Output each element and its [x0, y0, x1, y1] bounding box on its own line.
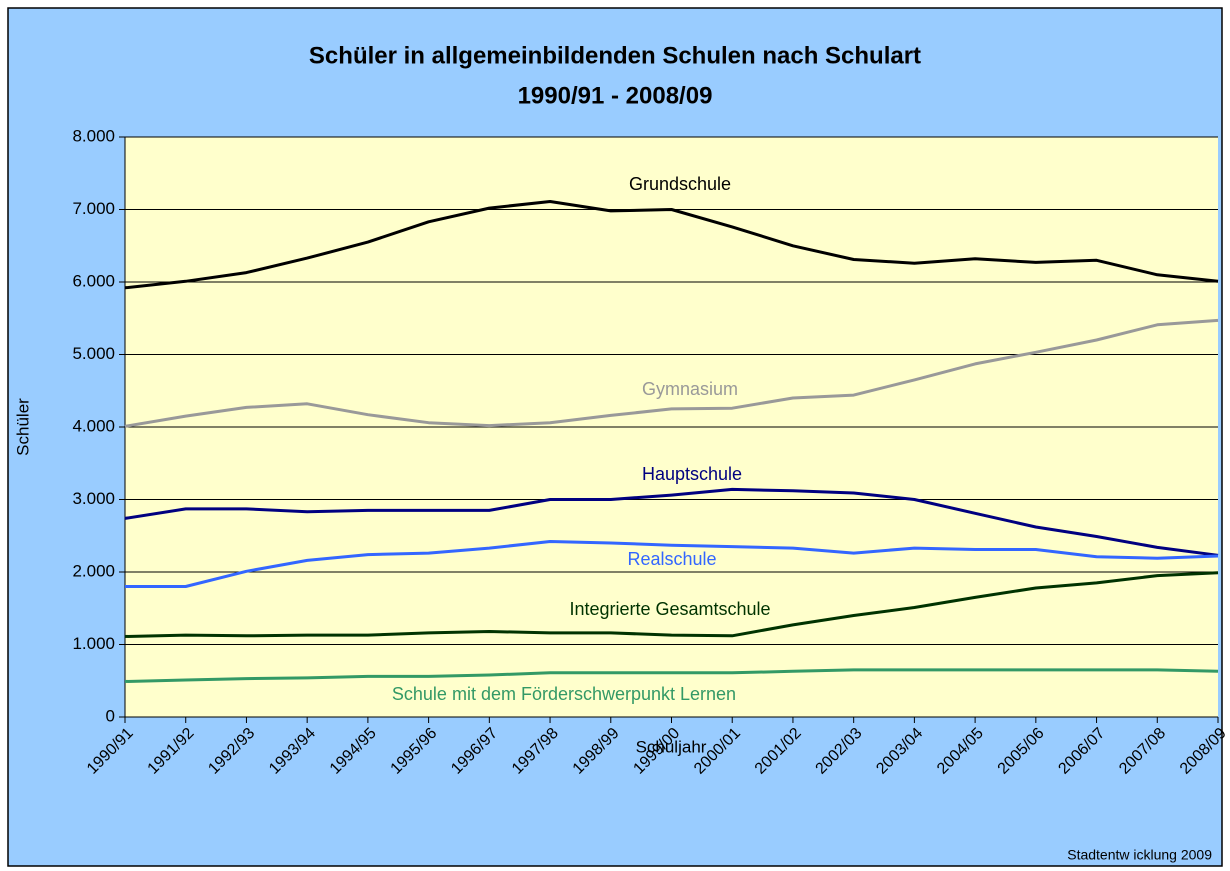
series-label: Hauptschule [642, 464, 742, 484]
y-axis-label: Schüler [13, 398, 32, 456]
series-line [124, 200, 1219, 290]
chart-title: 1990/91 - 2008/09 [518, 82, 713, 109]
y-tick-label: 7.000 [72, 199, 115, 218]
y-tick-label: 0 [106, 706, 115, 725]
series-line [124, 318, 1219, 428]
y-tick-label: 3.000 [72, 489, 115, 508]
chart-title: Schüler in allgemeinbildenden Schulen na… [309, 42, 921, 69]
series-label: Gymnasium [642, 379, 738, 399]
series-label: Realschule [627, 549, 716, 569]
series-line [124, 571, 1219, 638]
series-label: Schule mit dem Förderschwerpunkt Lernen [392, 684, 736, 704]
x-axis-label: Schuljahr [636, 737, 707, 756]
y-tick-label: 5.000 [72, 344, 115, 363]
series-label: Grundschule [629, 174, 731, 194]
source: Stadtentw icklung 2009 [1067, 847, 1212, 863]
series-line [125, 540, 1219, 588]
y-tick-label: 6.000 [72, 271, 115, 290]
y-tick-label: 4.000 [72, 416, 115, 435]
y-tick-label: 2.000 [72, 561, 115, 580]
series-line [124, 487, 1219, 557]
y-tick-label: 1.000 [72, 634, 115, 653]
series-line [124, 668, 1219, 683]
series-label: Integrierte Gesamtschule [569, 599, 770, 619]
y-tick-label: 8.000 [72, 126, 115, 145]
